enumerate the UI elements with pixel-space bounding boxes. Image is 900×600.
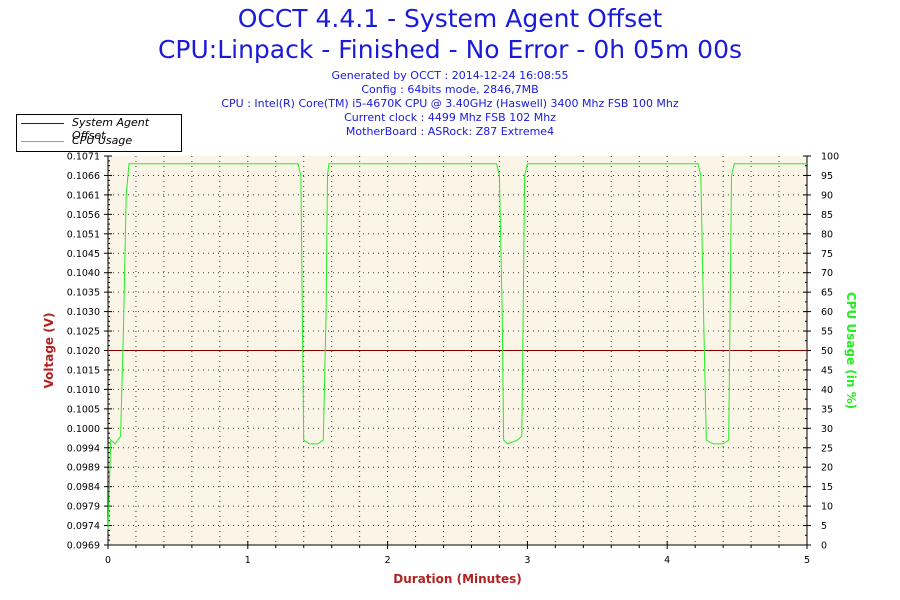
y-left-tick-label: 0.1030 [67,307,100,318]
y-left-tick-label: 0.1051 [67,229,100,240]
x-tick-label: 4 [664,555,670,566]
y-right-tick-label: 60 [821,307,833,318]
info-motherboard: MotherBoard : ASRock: Z87 Extreme4 [345,125,555,138]
y-left-tick-label: 0.1015 [67,365,100,376]
y-left-tick-label: 0.0974 [67,521,100,532]
y-left-tick-label: 0.1035 [67,288,100,299]
y-left-axis-label: Voltage (V) [42,313,56,389]
x-tick-label: 0 [105,555,111,566]
y-left-tick-label: 0.1025 [67,327,100,338]
y-right-tick-label: 95 [821,171,833,182]
y-left-tick-label: 0.1071 [67,152,100,163]
x-tick-label: 5 [804,555,810,566]
y-right-tick-label: 50 [821,346,833,357]
y-left-tick-label: 0.1066 [67,171,100,182]
y-right-tick-label: 10 [821,502,833,513]
y-left-tick-label: 0.0969 [67,541,100,552]
y-right-tick-label: 55 [821,327,833,338]
y-right-tick-label: 90 [821,190,833,201]
x-axis-label: Duration (Minutes) [393,572,521,586]
chart-title: OCCT 4.4.1 - System Agent Offset [237,4,663,33]
y-right-tick-label: 45 [821,365,833,376]
legend-item-voltage: System Agent Offset [17,115,181,142]
y-right-tick-label: 80 [821,229,833,240]
chart-subtitle: CPU:Linpack - Finished - No Error - 0h 0… [157,35,743,64]
y-right-tick-label: 30 [821,424,833,435]
info-clock: Current clock : 4499 Mhz FSB 102 Mhz [344,111,556,124]
y-right-tick-label: 15 [821,482,833,493]
y-left-tick-label: 0.1056 [67,210,100,221]
legend-label-cpu: CPU Usage [72,134,133,147]
y-right-tick-label: 85 [821,210,833,221]
y-right-tick-label: 100 [821,152,839,163]
y-left-tick-label: 0.1045 [67,249,100,260]
y-left-tick-label: 0.1020 [67,346,100,357]
y-left-tick-label: 0.0979 [67,502,100,513]
y-right-tick-label: 65 [821,288,833,299]
legend-item-cpu: CPU Usage [17,133,181,150]
legend-swatch-cpu [21,141,64,142]
y-left-tick-label: 0.0984 [67,482,100,493]
y-left-tick-label: 0.1040 [67,268,100,279]
legend: System Agent Offset CPU Usage [16,114,182,152]
y-right-tick-label: 20 [821,463,833,474]
y-right-tick-label: 25 [821,443,833,454]
info-generated: Generated by OCCT : 2014-12-24 16:08:55 [331,69,569,82]
y-left-tick-label: 0.0989 [67,463,100,474]
y-right-tick-label: 40 [821,385,833,396]
y-right-tick-label: 0 [821,541,827,552]
y-left-tick-label: 0.1005 [67,404,100,415]
legend-label-voltage: System Agent Offset [72,116,150,142]
x-tick-label: 1 [245,555,251,566]
y-right-axis-label: CPU Usage (in %) [844,292,858,409]
y-left-tick-label: 0.1010 [67,385,100,396]
y-left-tick-label: 0.1000 [67,424,100,435]
info-cpu: CPU : Intel(R) Core(TM) i5-4670K CPU @ 3… [221,97,679,110]
y-right-tick-label: 35 [821,404,833,415]
y-right-tick-label: 75 [821,249,833,260]
x-tick-label: 3 [524,555,530,566]
x-tick-label: 2 [385,555,391,566]
info-config: Config : 64bits mode, 2846,7MB [361,83,539,96]
y-right-tick-label: 70 [821,268,833,279]
y-right-tick-label: 5 [821,521,827,532]
series-line-cpu-usage [107,163,807,530]
y-left-tick-label: 0.0994 [67,443,100,454]
y-left-tick-label: 0.1061 [67,190,100,201]
legend-swatch-voltage [21,123,64,124]
